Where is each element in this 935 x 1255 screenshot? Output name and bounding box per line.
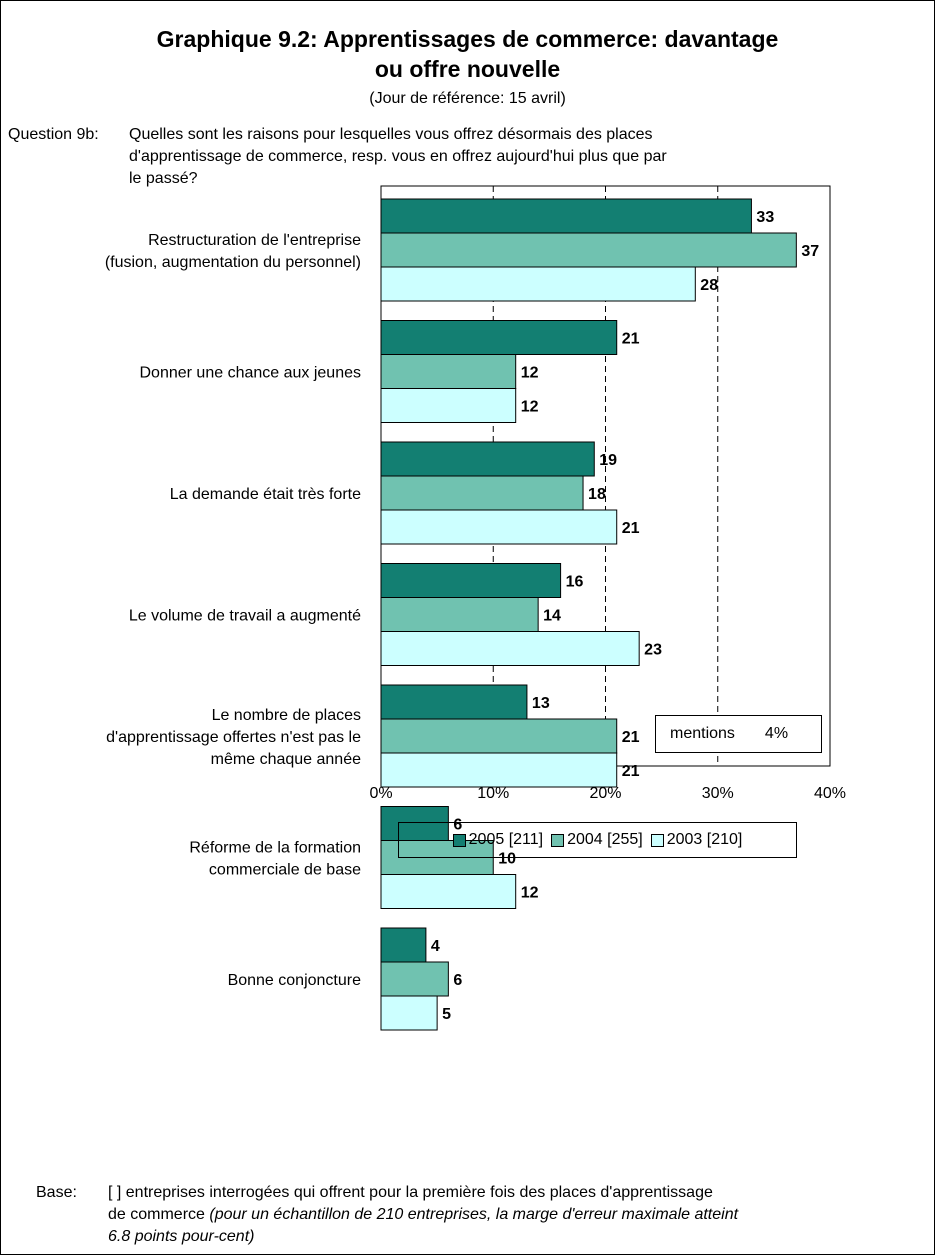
legend-swatch-2005: [452, 833, 466, 847]
question-line-3: le passé?: [129, 170, 198, 187]
bar-2005: [380, 806, 449, 841]
data-label: 6: [453, 817, 462, 834]
data-label: 18: [588, 486, 606, 503]
data-label: 16: [566, 574, 584, 591]
data-label: 5: [442, 1006, 451, 1023]
bar-2004: [380, 961, 449, 997]
base-line-1: [ ] entreprises interrogées qui offrent …: [108, 1184, 713, 1201]
data-label: 12: [521, 399, 539, 416]
bar-2005: [380, 684, 528, 720]
legend-swatch-2003: [650, 833, 664, 847]
data-label: 19: [599, 452, 617, 469]
x-tick-label: 10%: [477, 785, 509, 802]
bar-2005: [380, 198, 752, 234]
base-label: Base:: [36, 1184, 77, 1201]
category-label: La demande était très forte: [170, 486, 361, 503]
bar-2004: [380, 354, 517, 389]
bar-2004: [380, 232, 797, 268]
base-line-2: de commerce (pour un échantillon de 210 …: [108, 1204, 738, 1226]
category-label: (fusion, augmentation du personnel): [105, 254, 361, 271]
legend-item-2004: 2004 [255]: [551, 831, 643, 849]
category-label: même chaque année: [211, 751, 361, 768]
bar-2005: [380, 441, 595, 477]
mentions-label: mentions: [670, 725, 735, 742]
chart-title: Graphique 9.2: Apprentissages de commerc…: [0, 24, 935, 84]
bar-2003: [380, 874, 517, 909]
category-label: Réforme de la formation: [189, 840, 361, 857]
title-line-2: ou offre nouvelle: [374, 56, 561, 82]
category-label: Donner une chance aux jeunes: [140, 365, 362, 382]
bar-2004: [380, 718, 618, 754]
legend-item-2003: 2003 [210]: [650, 831, 743, 849]
question-line-1: Quelles sont les raisons pour lesquelles…: [129, 126, 653, 143]
bar-2003: [380, 509, 618, 545]
x-tick-label: 0%: [369, 785, 392, 802]
x-tick-label: 20%: [589, 785, 621, 802]
x-tick-label: 40%: [814, 785, 846, 802]
bar-2005: [380, 927, 427, 963]
bar-2005: [380, 563, 562, 598]
bar-2003: [380, 631, 640, 666]
data-label: 12: [521, 365, 539, 382]
question-text: Quelles sont les raisons pour lesquelles…: [129, 124, 667, 190]
bar-2003: [380, 752, 618, 788]
data-label: 4: [431, 938, 440, 955]
category-label: Restructuration de l'entreprise: [148, 232, 361, 249]
data-label: 33: [756, 209, 774, 226]
legend-label-2003: 2003 [210]: [666, 831, 743, 848]
mentions-box: mentions 4%: [655, 715, 822, 753]
data-label: 37: [801, 243, 819, 260]
bar-2003: [380, 995, 438, 1031]
data-label: 21: [622, 331, 640, 348]
bar-2004: [380, 597, 539, 632]
legend-label-2005: 2005 [211]: [468, 831, 544, 848]
data-label: 21: [622, 763, 640, 780]
legend-label-2004: 2004 [255]: [567, 831, 643, 848]
data-label: 10: [498, 851, 516, 868]
data-label: 28: [700, 277, 718, 294]
bar-2003: [380, 388, 517, 423]
mentions-value: 4%: [764, 725, 789, 742]
question-label: Question 9b:: [8, 126, 99, 143]
base-line-2-italic: (pour un échantillon de 210 entreprises,…: [209, 1206, 739, 1223]
data-label: 13: [532, 695, 550, 712]
base-line-3: 6.8 points pour-cent): [108, 1226, 738, 1248]
category-label: Bonne conjoncture: [228, 972, 362, 989]
category-label: Le volume de travail a augmenté: [129, 608, 361, 625]
bar-2003: [380, 266, 696, 302]
data-label: 12: [521, 885, 539, 902]
base-line-3-italic: 6.8 points pour-cent): [108, 1228, 255, 1245]
legend: 2005 [211] 2004 [255] 2003 [210]: [398, 822, 797, 858]
x-tick-label: 30%: [702, 785, 734, 802]
category-label: Le nombre de places: [212, 707, 361, 724]
bar-2004: [380, 475, 584, 511]
data-label: 21: [622, 520, 640, 537]
category-label: d'apprentissage offertes n'est pas le: [106, 729, 361, 746]
data-label: 14: [543, 608, 561, 625]
data-label: 21: [622, 729, 640, 746]
base-note: [ ] entreprises interrogées qui offrent …: [108, 1182, 738, 1248]
legend-item-2005: 2005 [211]: [452, 831, 544, 849]
base-line-2-plain: de commerce: [108, 1206, 210, 1223]
chart-subtitle: (Jour de référence: 15 avril): [369, 90, 566, 107]
bar-2005: [380, 320, 618, 355]
data-label: 23: [644, 642, 662, 659]
legend-swatch-2004: [551, 833, 565, 847]
question-line-2: d'apprentissage de commerce, resp. vous …: [129, 148, 667, 165]
title-line-1: Graphique 9.2: Apprentissages de commerc…: [156, 26, 779, 52]
category-label: commerciale de base: [209, 862, 361, 879]
data-label: 6: [453, 972, 462, 989]
